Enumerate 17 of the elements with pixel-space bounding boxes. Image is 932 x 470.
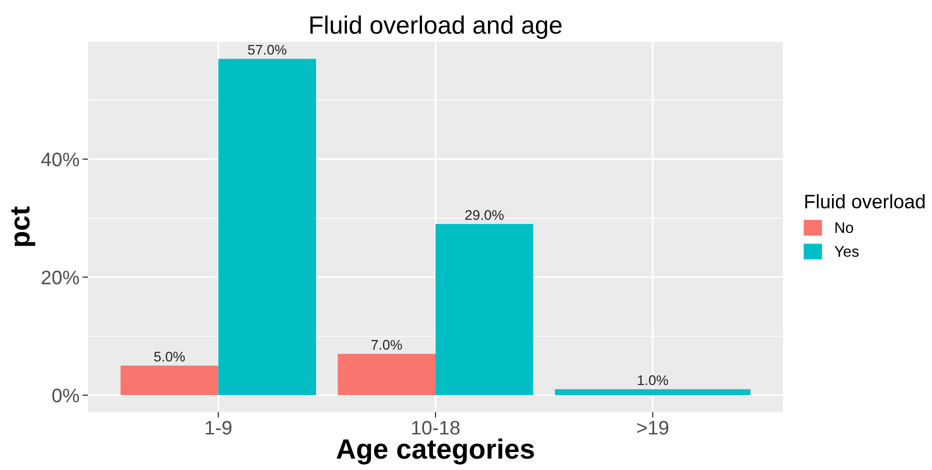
data-label: 7.0% — [372, 340, 402, 350]
x-tick-label: 1-9 — [206, 420, 232, 435]
x-tick-label: 10-18 — [412, 420, 460, 435]
data-label: 57.0% — [248, 44, 286, 55]
data-label: 29.0% — [465, 210, 504, 220]
y-tick-label: 0% — [52, 388, 79, 402]
chart-title: Fluid overload and age — [310, 16, 562, 39]
data-label: 5.0% — [154, 352, 185, 362]
y-axis-title: pct — [11, 206, 36, 246]
y-tick-label: 40% — [41, 152, 79, 166]
legend-title: Fluid overload — [805, 194, 925, 208]
y-tick-label: 20% — [42, 270, 79, 284]
x-axis-title: Age categories — [336, 438, 534, 464]
legend-label: Yes — [834, 246, 859, 257]
legend-label: No — [836, 222, 854, 234]
x-tick-label: >19 — [637, 420, 668, 435]
data-label: 1.0% — [638, 375, 668, 386]
